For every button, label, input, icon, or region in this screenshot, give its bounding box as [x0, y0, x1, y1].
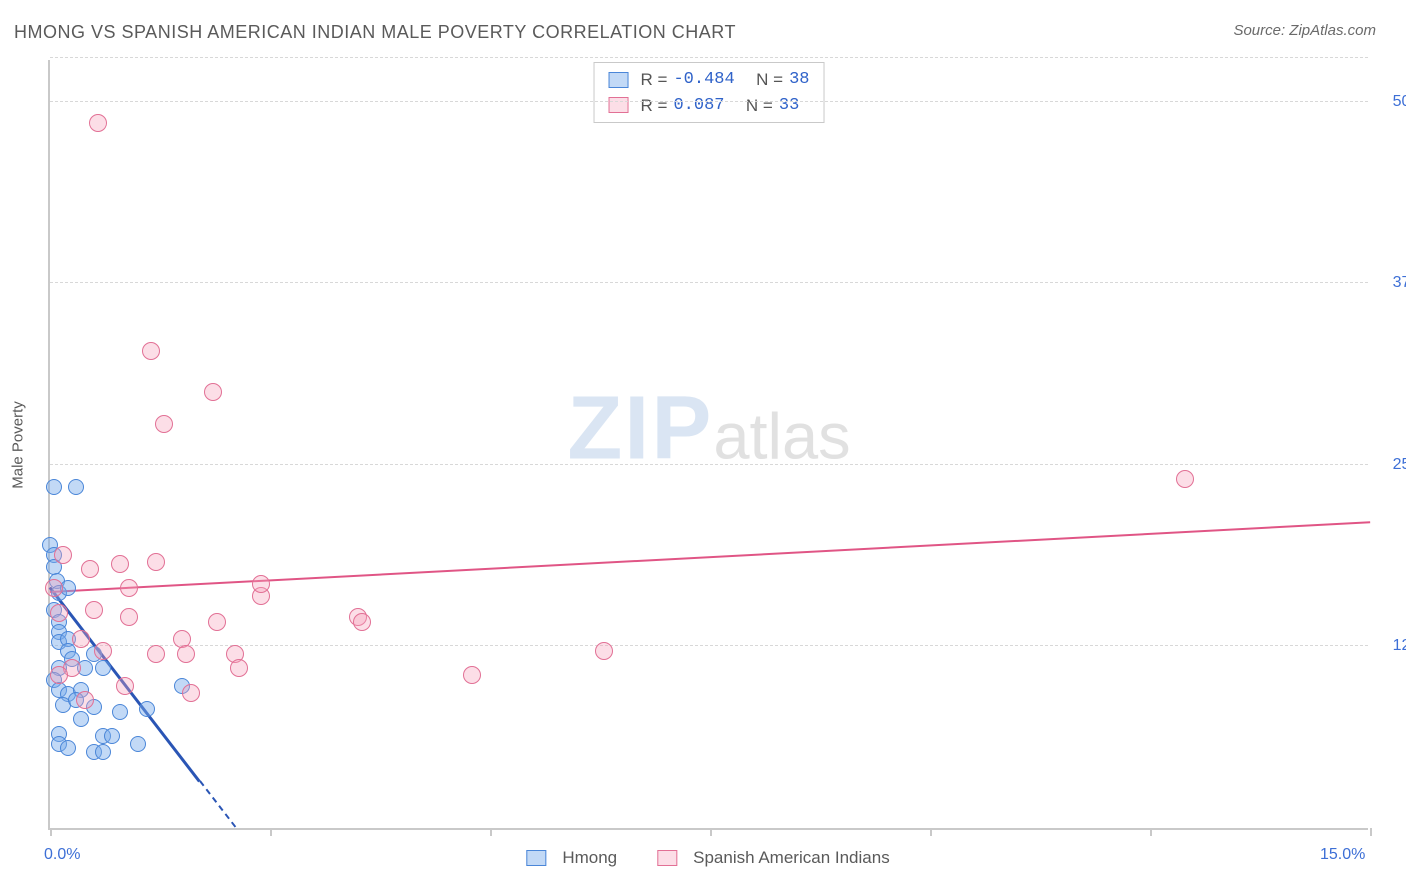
y-tick-label: 25.0% — [1378, 456, 1406, 474]
data-point — [111, 555, 129, 573]
data-point — [116, 677, 134, 695]
n-value: 38 — [789, 67, 809, 93]
correlation-row: R = 0.087 N = 33 — [609, 93, 810, 119]
scatter-plot: ZIP atlas R = -0.484 N = 38 R = 0.087 N … — [48, 60, 1368, 830]
x-tick — [1150, 828, 1152, 836]
data-point — [177, 645, 195, 663]
data-point — [46, 479, 62, 495]
r-label: R = — [641, 67, 668, 93]
data-point — [147, 553, 165, 571]
series-legend: Hmong Spanish American Indians — [526, 848, 889, 868]
data-point — [60, 740, 76, 756]
trend-line — [199, 781, 236, 828]
gridline — [50, 101, 1368, 102]
data-point — [155, 415, 173, 433]
chart-area: Male Poverty ZIP atlas R = -0.484 N = 38… — [48, 60, 1368, 830]
x-tick-label: 0.0% — [44, 846, 80, 864]
n-value: 33 — [779, 93, 799, 119]
x-tick — [930, 828, 932, 836]
data-point — [182, 684, 200, 702]
r-value: -0.484 — [673, 67, 734, 93]
correlation-row: R = -0.484 N = 38 — [609, 67, 810, 93]
data-point — [76, 691, 94, 709]
chart-source: Source: ZipAtlas.com — [1233, 22, 1376, 39]
legend-label: Spanish American Indians — [693, 848, 890, 868]
data-point — [208, 613, 226, 631]
data-point — [73, 711, 89, 727]
swatch-blue-icon — [609, 72, 629, 88]
correlation-legend: R = -0.484 N = 38 R = 0.087 N = 33 — [594, 62, 825, 123]
data-point — [120, 579, 138, 597]
y-tick-label: 50.0% — [1378, 93, 1406, 111]
x-tick — [710, 828, 712, 836]
data-point — [139, 701, 155, 717]
data-point — [104, 728, 120, 744]
data-point — [1176, 470, 1194, 488]
gridline — [50, 645, 1368, 646]
data-point — [147, 645, 165, 663]
data-point — [353, 613, 371, 631]
data-point — [85, 601, 103, 619]
swatch-blue-icon — [526, 850, 546, 866]
data-point — [89, 114, 107, 132]
data-point — [54, 546, 72, 564]
x-tick-label: 15.0% — [1320, 846, 1365, 864]
gridline — [50, 464, 1368, 465]
data-point — [130, 736, 146, 752]
data-point — [94, 642, 112, 660]
r-value: 0.087 — [673, 93, 724, 119]
data-point — [120, 608, 138, 626]
legend-item-hmong: Hmong — [526, 848, 617, 868]
data-point — [68, 479, 84, 495]
data-point — [50, 666, 68, 684]
watermark-atlas: atlas — [713, 398, 850, 473]
data-point — [204, 383, 222, 401]
y-tick-label: 12.5% — [1378, 637, 1406, 655]
data-point — [45, 579, 63, 597]
chart-header: HMONG VS SPANISH AMERICAN INDIAN MALE PO… — [0, 0, 1406, 43]
y-axis-label: Male Poverty — [10, 401, 27, 489]
chart-title: HMONG VS SPANISH AMERICAN INDIAN MALE PO… — [14, 22, 736, 43]
trend-line — [50, 521, 1370, 593]
y-tick-label: 37.5% — [1378, 274, 1406, 292]
legend-label: Hmong — [562, 848, 617, 868]
data-point — [112, 704, 128, 720]
data-point — [81, 560, 99, 578]
x-tick — [270, 828, 272, 836]
gridline — [50, 282, 1368, 283]
r-label: R = — [641, 93, 668, 119]
x-tick — [1370, 828, 1372, 836]
data-point — [595, 642, 613, 660]
gridline — [50, 57, 1368, 58]
data-point — [463, 666, 481, 684]
data-point — [95, 660, 111, 676]
data-point — [50, 604, 68, 622]
x-tick — [490, 828, 492, 836]
legend-item-spanish: Spanish American Indians — [657, 848, 890, 868]
data-point — [72, 630, 90, 648]
n-label: N = — [756, 67, 783, 93]
data-point — [252, 575, 270, 593]
data-point — [230, 659, 248, 677]
data-point — [142, 342, 160, 360]
data-point — [95, 744, 111, 760]
swatch-pink-icon — [657, 850, 677, 866]
n-label: N = — [746, 93, 773, 119]
x-tick — [50, 828, 52, 836]
